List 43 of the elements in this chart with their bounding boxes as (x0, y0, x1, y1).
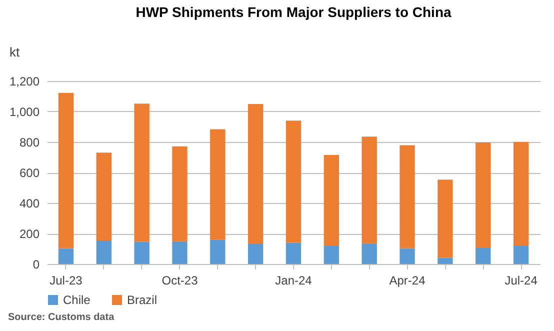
bar (210, 240, 226, 264)
bar (248, 244, 264, 264)
bar (476, 142, 491, 248)
chart-title: HWP Shipments From Major Suppliers to China (136, 4, 452, 20)
bar (400, 145, 415, 248)
y-tick-label: 200 (19, 227, 40, 241)
y-tick-label: 400 (19, 196, 40, 210)
bar (286, 242, 302, 264)
bar (362, 136, 377, 244)
bar (96, 152, 112, 241)
x-tick-label: Apr-24 (389, 274, 426, 288)
legend-label: Chile (63, 293, 91, 307)
bar (324, 154, 340, 246)
y-tick-label: 0 (32, 258, 40, 272)
bar (513, 142, 529, 246)
x-tick-label: Jul-24 (504, 274, 538, 288)
bar (210, 129, 226, 240)
y-axis-title: kt (10, 44, 20, 60)
bar (362, 243, 377, 264)
bar (58, 248, 74, 264)
bar (172, 241, 188, 264)
bar (248, 104, 264, 244)
y-tick-label: 800 (19, 136, 40, 150)
bar (286, 120, 302, 243)
bar (96, 240, 112, 264)
bar (476, 248, 491, 264)
bar (513, 246, 529, 264)
bar (134, 242, 150, 264)
bar (58, 92, 74, 248)
bar (438, 180, 453, 258)
bar (438, 258, 453, 264)
x-tick-label: Jan-24 (275, 274, 312, 288)
y-tick-label: 1,000 (9, 105, 40, 119)
bar (134, 104, 150, 242)
x-tick-label: Oct-23 (162, 274, 198, 288)
bar (324, 246, 340, 264)
y-tick-label: 600 (19, 166, 40, 180)
bar (172, 146, 188, 242)
bar (400, 248, 415, 264)
x-tick-label: Jul-23 (50, 274, 83, 288)
legend-label: Brazil (127, 293, 158, 307)
y-tick-label: 1,200 (9, 74, 40, 88)
source-note: Source: Customs data (8, 312, 114, 323)
